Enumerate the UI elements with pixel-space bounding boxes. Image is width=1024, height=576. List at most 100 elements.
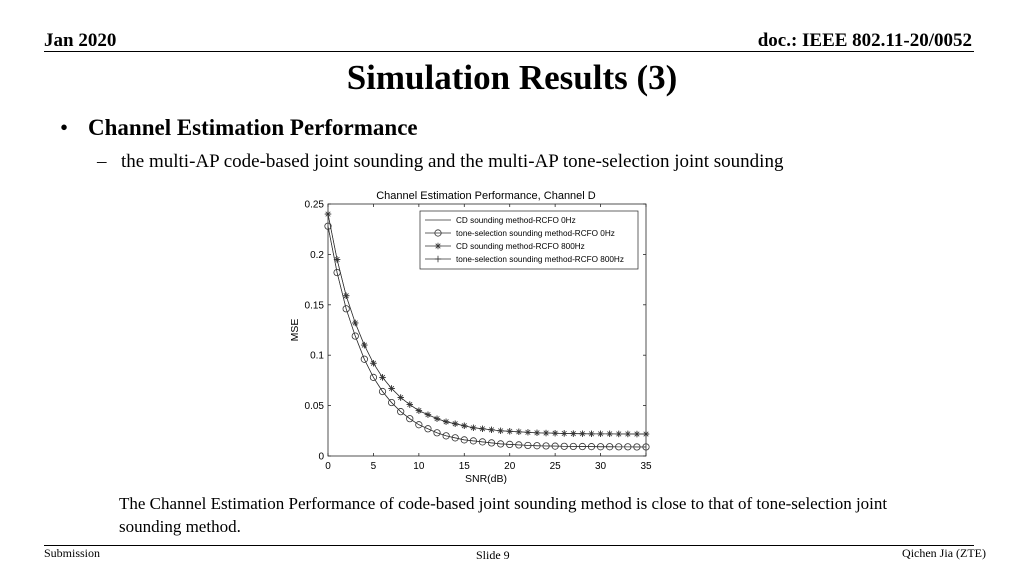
marker-circle: [551, 442, 559, 450]
marker-circle: [615, 443, 623, 451]
data-point: [588, 430, 595, 438]
data-point: [360, 355, 368, 363]
data-point: [361, 341, 368, 349]
x-tick-label: 15: [459, 461, 471, 472]
data-point: [578, 442, 586, 451]
data-point: [433, 415, 441, 422]
data-point: [506, 440, 514, 449]
legend-item: tone-selection sounding method-RCFO 0Hz: [425, 229, 615, 238]
data-point: [633, 443, 641, 451]
marker-circle: [442, 432, 450, 440]
chart-legend: CD sounding method-RCFO 0Hz tone-selectio…: [419, 210, 639, 270]
data-point: [487, 439, 496, 447]
marker-circle: [434, 229, 442, 237]
marker-circle: [469, 437, 477, 445]
plot-area: 0 5 10 15 20 25 30 35 0 0.05 0.1 0.15 0.2 0.25: [305, 200, 652, 473]
data-point: [478, 438, 487, 446]
data-point: [596, 443, 605, 451]
data-point: [533, 442, 541, 450]
marker-stroke: [435, 243, 441, 249]
data-point: [460, 436, 468, 444]
sub-bullet-text: the multi-AP code-based joint sounding a…: [121, 151, 784, 172]
data-point: [551, 430, 559, 437]
legend-marker: [434, 242, 442, 250]
data-point: [342, 292, 350, 299]
header-divider: [44, 51, 974, 52]
data-point: [570, 430, 577, 437]
data-point: [542, 442, 550, 450]
data-point: [397, 408, 405, 416]
data-point: [624, 430, 632, 438]
marker-circle: [360, 355, 368, 363]
marker-circle: [578, 442, 586, 451]
marker-circle: [342, 305, 350, 313]
data-point: [597, 430, 604, 438]
series-2: [324, 222, 650, 451]
data-point: [515, 441, 523, 449]
x-tick-label: 5: [371, 461, 377, 472]
y-axis-label: MSE: [289, 319, 301, 342]
data-point: [506, 428, 513, 435]
data-point: [442, 418, 450, 425]
marker-circle: [542, 442, 550, 450]
data-point: [379, 374, 386, 381]
data-point: [370, 360, 377, 367]
data-point: [515, 428, 522, 436]
x-tick-label: 35: [640, 461, 652, 472]
bullet-item: • Channel Estimation Performance: [60, 115, 418, 141]
data-point: [451, 434, 459, 442]
data-point: [324, 210, 332, 218]
footer-divider: [44, 545, 974, 546]
x-tick-label: 0: [325, 461, 331, 472]
data-point: [561, 430, 568, 437]
data-point: [488, 426, 495, 433]
marker-circle: [406, 415, 414, 423]
data-point: [406, 415, 414, 423]
data-point: [569, 442, 577, 451]
data-point: [606, 430, 613, 438]
marker-circle: [642, 443, 650, 451]
series-4: [324, 210, 650, 438]
data-point: [333, 256, 341, 263]
marker-circle: [415, 421, 423, 429]
y-tick-label: 0.25: [305, 200, 325, 211]
data-point: [388, 398, 396, 407]
data-point: [642, 430, 650, 438]
data-point: [324, 222, 332, 230]
data-point: [624, 443, 632, 451]
data-point: [560, 442, 568, 450]
plot-frame: [327, 203, 647, 457]
marker-circle: [397, 408, 405, 416]
mse-chart: Channel Estimation Performance, Channel …: [274, 184, 664, 486]
header-date: Jan 2020: [44, 30, 117, 51]
marker-circle: [587, 443, 596, 451]
data-point: [633, 430, 641, 438]
data-point: [397, 394, 404, 401]
data-point: [424, 411, 432, 418]
marker-circle: [487, 439, 496, 447]
sub-bullet-item: – the multi-AP code-based joint sounding …: [97, 151, 783, 173]
marker-circle: [515, 441, 523, 449]
data-point: [452, 420, 459, 427]
data-point: [497, 440, 505, 448]
data-point: [606, 443, 614, 451]
data-point: [579, 430, 586, 437]
marker-circle: [624, 443, 632, 451]
data-point: [424, 425, 432, 433]
marker-circle: [497, 440, 505, 448]
x-tick-label: 10: [413, 461, 425, 472]
y-tick-label: 0.1: [310, 351, 324, 362]
marker-circle: [606, 443, 614, 451]
data-point: [615, 430, 622, 438]
data-point: [470, 424, 477, 431]
data-point: [342, 305, 350, 313]
data-point: [352, 319, 359, 327]
marker-circle: [596, 443, 605, 451]
marker-circle: [369, 373, 378, 381]
y-tick-label: 0.15: [305, 300, 325, 311]
series-line: [327, 226, 646, 448]
data-point: [415, 407, 423, 414]
legend-item: CD sounding method-RCFO 800Hz: [425, 242, 585, 251]
marker-circle: [478, 438, 487, 446]
marker-circle: [569, 442, 577, 451]
